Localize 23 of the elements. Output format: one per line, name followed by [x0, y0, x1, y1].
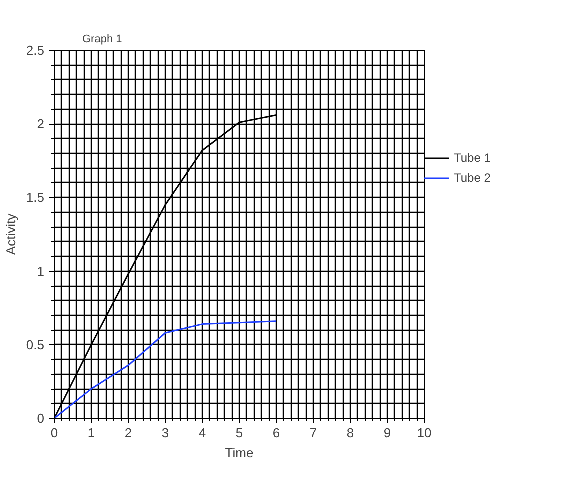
legend-label: Tube 2: [454, 171, 491, 185]
x-tick-label: 0: [50, 426, 58, 440]
y-axis-title: Activity: [3, 213, 18, 256]
y-tick-label: 0.5: [26, 337, 45, 352]
line-series: [54, 320, 278, 418]
y-tick-label: 0: [37, 411, 45, 426]
y-tick-label: 1: [37, 264, 45, 279]
x-tick-label: 8: [346, 426, 354, 440]
x-tick-label: 5: [236, 426, 244, 440]
legend-label: Tube 1: [454, 151, 491, 165]
y-tick-label: 1.5: [26, 190, 45, 206]
x-tick-label: 6: [272, 426, 280, 440]
x-tick-label: 1: [88, 426, 96, 440]
chart-title: Graph 1: [82, 34, 122, 46]
x-tick-label: 7: [310, 426, 318, 440]
x-axis-title: Time: [225, 446, 254, 460]
y-tick-label: 2.5: [26, 43, 45, 58]
x-tick-label: 3: [162, 426, 170, 440]
x-tick-label: 4: [198, 426, 206, 440]
x-tick-label: 2: [124, 426, 132, 440]
x-tick-label: 9: [384, 426, 392, 440]
x-tick-label: 10: [417, 426, 432, 440]
y-tick-label: 2: [37, 116, 45, 132]
